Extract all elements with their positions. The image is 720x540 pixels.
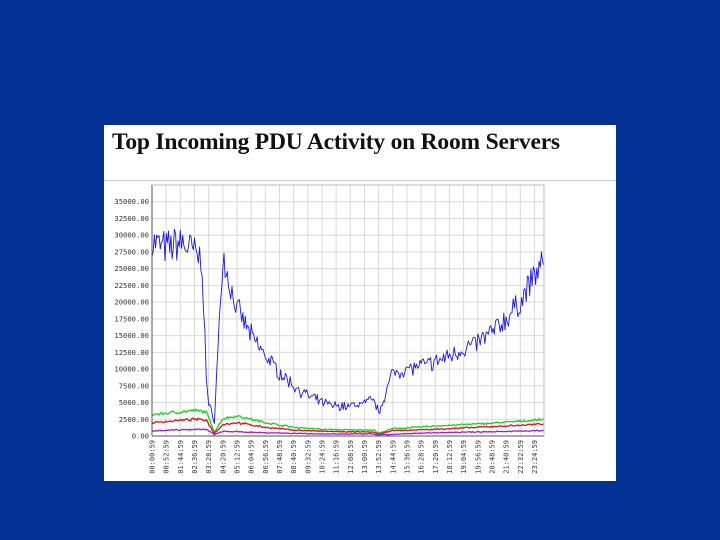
y-tick-label: 10000.00 <box>114 365 149 374</box>
x-tick-label: 00:00:59 <box>149 440 157 474</box>
x-tick-label: 13:52:59 <box>375 440 383 474</box>
x-tick-label: 08:40:59 <box>290 440 298 474</box>
x-tick-label: 17:20:59 <box>432 440 440 474</box>
x-tick-label: 18:12:59 <box>446 440 454 474</box>
x-tick-label: 00:52:59 <box>163 440 171 474</box>
x-tick-label: 01:44:59 <box>177 440 185 474</box>
x-tick-label: 19:04:59 <box>460 440 468 474</box>
series-line-1 <box>151 228 545 424</box>
series-lines <box>151 228 545 436</box>
x-tick-label: 04:20:59 <box>219 440 227 474</box>
y-tick-label: 12500.00 <box>114 348 149 357</box>
y-tick-label: 20000.00 <box>114 298 149 307</box>
y-tick-label: 0.00 <box>132 432 149 441</box>
y-tick-label: 30000.00 <box>114 231 149 240</box>
x-tick-label: 22:32:59 <box>517 440 525 474</box>
y-tick-label: 5000.00 <box>119 398 149 407</box>
y-tick-label: 35000.00 <box>114 197 149 206</box>
x-tick-label: 15:36:59 <box>403 440 411 474</box>
x-tick-label: 11:16:59 <box>333 440 341 474</box>
y-tick-label: 2500.00 <box>119 415 149 424</box>
x-tick-label: 19:56:59 <box>474 440 482 474</box>
x-tick-label: 16:28:59 <box>418 440 426 474</box>
y-tick-label: 22500.00 <box>114 281 149 290</box>
y-tick-label: 7500.00 <box>119 381 149 390</box>
x-tick-label: 10:24:59 <box>318 440 326 474</box>
y-tick-label: 15000.00 <box>114 331 149 340</box>
x-tick-label: 23:24:59 <box>531 440 539 474</box>
x-tick-label: 21:40:59 <box>503 440 511 474</box>
x-tick-label: 03:28:59 <box>205 440 213 474</box>
y-tick-label: 32500.00 <box>114 214 149 223</box>
y-tick-label: 27500.00 <box>114 247 149 256</box>
series-line-3 <box>151 417 544 436</box>
x-tick-label: 07:48:59 <box>276 440 284 474</box>
y-tick-labels: 35000.00 32500.00 30000.00 27500.00 25000.00… <box>114 197 149 440</box>
y-tick-label: 17500.00 <box>114 314 149 323</box>
x-tick-labels: 00:00:59 00:52:59 01:44:59 02:36:59 03:28:59… <box>149 440 539 474</box>
chart-screenshot: Top Incoming PDU Activity on Room Server… <box>104 125 616 481</box>
series-line-4 <box>151 428 544 436</box>
y-tick-label: 25000.00 <box>114 264 149 273</box>
x-tick-label: 13:00:59 <box>361 440 369 474</box>
grid <box>151 185 544 437</box>
x-tick-label: 20:48:59 <box>488 440 496 474</box>
chart-title: Top Incoming PDU Activity on Room Server… <box>112 129 560 155</box>
x-tick-label: 09:32:59 <box>304 440 312 474</box>
x-tick-label: 05:12:59 <box>233 440 241 474</box>
series-line-2 <box>151 408 544 434</box>
x-tick-label: 06:56:59 <box>262 440 270 474</box>
line-chart: 35000.00 32500.00 30000.00 27500.00 25000.00… <box>114 184 545 474</box>
axes <box>151 184 545 437</box>
x-tick-label: 14:44:59 <box>389 440 397 474</box>
x-tick-label: 02:36:59 <box>191 440 199 474</box>
x-tick-label: 06:04:59 <box>248 440 256 474</box>
title-divider <box>104 180 616 181</box>
x-tick-label: 12:08:59 <box>347 440 355 474</box>
